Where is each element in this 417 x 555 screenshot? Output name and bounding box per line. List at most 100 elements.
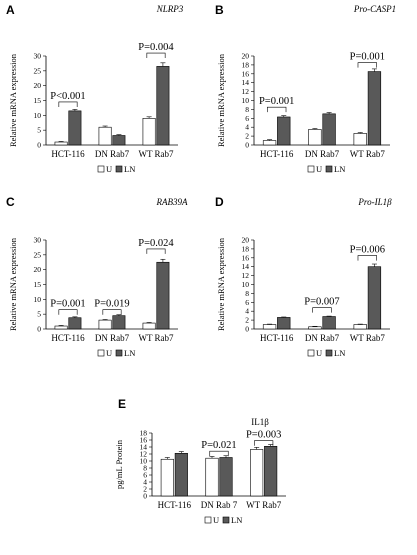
x-category-label: WT Rab7	[138, 333, 174, 343]
bar-ln	[277, 317, 291, 330]
x-category-label: DN Rab7	[95, 333, 130, 343]
significance-bracket	[267, 106, 287, 113]
legend-label-ln: LN	[124, 348, 135, 358]
legend-swatch-ln	[222, 516, 230, 524]
significance-bracket	[312, 307, 332, 313]
y-tick-label: 18	[242, 244, 250, 253]
y-tick-label: 14	[140, 443, 148, 452]
significance-bracket	[146, 248, 166, 254]
y-tick-label: 16	[242, 253, 250, 262]
y-tick-label: 8	[143, 464, 147, 473]
bar-ln	[219, 457, 233, 497]
legend-swatch-ln	[115, 165, 123, 173]
bar-u	[353, 324, 367, 330]
bar-u	[142, 118, 156, 146]
bar-ln	[264, 445, 278, 497]
legend-label-u: U	[316, 348, 322, 358]
x-category-label: HCT-116	[260, 149, 294, 159]
y-tick-label: 4	[245, 123, 249, 132]
y-tick-label: 6	[245, 114, 249, 123]
chart-title: IL1β	[251, 417, 269, 427]
y-tick-label: 12	[242, 87, 250, 96]
p-value-label: P=0.001	[350, 52, 385, 63]
panel-label: E	[118, 397, 126, 411]
legend-label-u: U	[213, 515, 219, 525]
legend-swatch-ln	[325, 165, 333, 173]
legend-swatch-ln	[325, 349, 333, 357]
x-category-label: WT Rab7	[246, 500, 282, 510]
chart-panel-d: D Pro-IL1β Relative mRNA expression 0246810…	[215, 195, 392, 358]
y-tick-label: 4	[245, 307, 249, 316]
panel-label: A	[6, 3, 15, 17]
legend-label-ln: LN	[124, 164, 135, 174]
y-axis-label: Relative mRNA expression	[8, 237, 18, 331]
p-value-label: P=0.006	[350, 245, 385, 256]
y-tick-label: 30	[34, 52, 42, 61]
y-axis-label: Relative mRNA expression	[216, 237, 226, 331]
y-tick-label: 14	[242, 78, 250, 87]
y-tick-label: 10	[140, 457, 148, 466]
bar-u	[54, 141, 68, 146]
y-tick-label: 0	[37, 141, 41, 150]
x-category-label: WT Rab7	[138, 149, 174, 159]
y-tick-label: 18	[140, 429, 148, 438]
y-axis-label: pg/mL Protein	[114, 439, 124, 489]
p-value-label: P=0.001	[259, 96, 294, 107]
x-category-label: WT Rab7	[350, 333, 386, 343]
bar-ln	[367, 266, 382, 330]
bar-u	[353, 133, 367, 146]
y-tick-label: 8	[245, 289, 249, 298]
p-value-label: P=0.019	[94, 299, 129, 310]
bar-ln	[367, 71, 382, 146]
p-value-label: P=0.001	[50, 299, 85, 310]
bar-u	[142, 322, 156, 330]
y-tick-label: 10	[242, 96, 250, 105]
legend-swatch-u	[307, 165, 315, 173]
chart-title: RAB39A	[156, 197, 188, 207]
legend-swatch-u	[97, 165, 105, 173]
legend-label-ln: LN	[231, 515, 242, 525]
chart-title: NLRP3	[156, 4, 184, 14]
x-category-label: DN Rab 7	[201, 500, 238, 510]
legend-label-ln: LN	[334, 348, 345, 358]
y-tick-label: 0	[245, 325, 249, 334]
y-tick-label: 0	[245, 141, 249, 150]
bar-u	[160, 458, 174, 497]
bar-u	[308, 326, 322, 330]
bar-ln	[277, 116, 291, 146]
chart-panel-c: C RAB39A Relative mRNA expression 0 5 10 15 20 2…	[6, 195, 188, 358]
y-tick-label: 4	[143, 478, 147, 487]
y-tick-label: 20	[34, 81, 42, 90]
bar-ln	[156, 66, 170, 146]
bar-ln	[156, 261, 170, 330]
y-tick-label: 5	[37, 126, 41, 135]
panel-label: B	[215, 3, 224, 17]
y-tick-label: 10	[242, 280, 250, 289]
y-tick-label: 30	[34, 236, 42, 245]
legend-swatch-u	[204, 516, 212, 524]
significance-bracket	[146, 52, 166, 59]
bar-ln	[112, 135, 126, 146]
y-tick-label: 6	[143, 471, 147, 480]
legend-swatch-ln	[115, 349, 123, 357]
bar-u	[262, 140, 277, 146]
bar-u	[308, 129, 322, 146]
y-tick-label: 0	[143, 492, 147, 501]
panel-label: C	[6, 195, 15, 209]
significance-bracket	[357, 62, 377, 68]
y-tick-label: 2	[245, 132, 249, 141]
significance-bracket	[58, 101, 78, 107]
bar-u	[205, 457, 219, 497]
bar-u	[98, 319, 112, 330]
legend-label-u: U	[106, 164, 112, 174]
y-tick-label: 0	[37, 325, 41, 334]
x-category-label: HCT-116	[51, 333, 85, 343]
bar-u	[262, 324, 277, 330]
y-axis-label: Relative mRNA expression	[8, 53, 18, 147]
x-category-label: HCT-116	[51, 149, 85, 159]
legend-label-u: U	[106, 348, 112, 358]
y-tick-label: 20	[242, 52, 250, 61]
bar-ln	[112, 315, 126, 330]
